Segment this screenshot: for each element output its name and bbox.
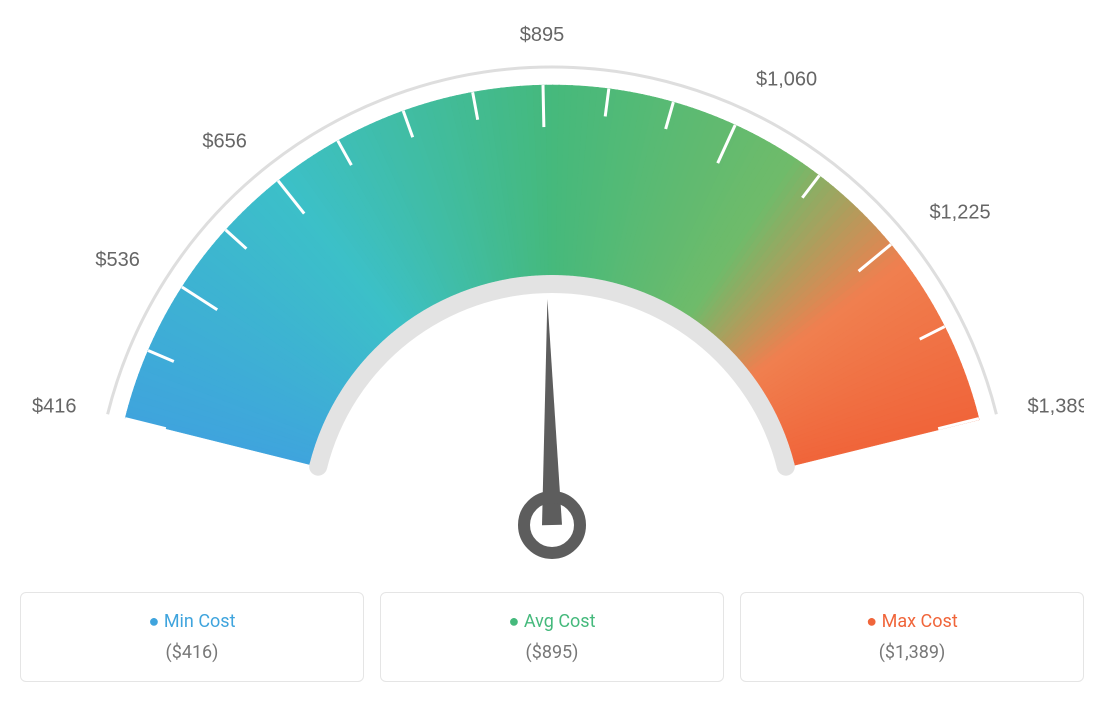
min-cost-label: Min Cost xyxy=(33,611,351,632)
gauge-tick-label: $895 xyxy=(520,24,565,46)
chart-container: $416 $536 $656 $895 $1,060 $1,225 $1,389 Min C… xyxy=(20,20,1084,682)
avg-cost-card: Avg Cost ($895) xyxy=(380,592,724,682)
avg-cost-value: ($895) xyxy=(393,642,711,663)
gauge-chart: $416 $536 $656 $895 $1,060 $1,225 $1,389 xyxy=(20,20,1084,580)
gauge-tick-label: $1,225 xyxy=(929,202,990,224)
gauge-tick-label: $536 xyxy=(95,249,140,271)
gauge-svg: $416 $536 $656 $895 $1,060 $1,225 $1,389 xyxy=(20,20,1084,580)
max-cost-card: Max Cost ($1,389) xyxy=(740,592,1084,682)
gauge-tick-label: $656 xyxy=(202,131,247,153)
max-cost-value: ($1,389) xyxy=(753,642,1071,663)
gauge-tick-label: $1,060 xyxy=(756,68,817,90)
gauge-tick-label: $416 xyxy=(32,395,77,417)
avg-cost-label: Avg Cost xyxy=(393,611,711,632)
gauge-tick xyxy=(543,85,544,127)
gauge-tick-label: $1,389 xyxy=(1027,395,1084,417)
max-cost-label: Max Cost xyxy=(753,611,1071,632)
min-cost-card: Min Cost ($416) xyxy=(20,592,364,682)
summary-cards: Min Cost ($416) Avg Cost ($895) Max Cost… xyxy=(20,592,1084,682)
min-cost-value: ($416) xyxy=(33,642,351,663)
